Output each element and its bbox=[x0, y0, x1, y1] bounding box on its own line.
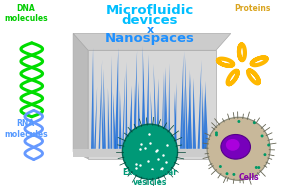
Text: RNA
molecules: RNA molecules bbox=[4, 119, 48, 139]
Polygon shape bbox=[174, 91, 177, 149]
Text: Microfluidic: Microfluidic bbox=[106, 4, 194, 17]
Text: Proteins: Proteins bbox=[234, 4, 271, 13]
Circle shape bbox=[123, 124, 178, 179]
Circle shape bbox=[264, 153, 266, 156]
Circle shape bbox=[215, 133, 218, 136]
Circle shape bbox=[257, 166, 260, 169]
Polygon shape bbox=[141, 68, 144, 149]
Circle shape bbox=[237, 120, 240, 123]
Polygon shape bbox=[101, 84, 104, 149]
Polygon shape bbox=[125, 62, 127, 149]
Circle shape bbox=[207, 117, 270, 180]
FancyBboxPatch shape bbox=[88, 50, 216, 159]
Polygon shape bbox=[108, 88, 110, 149]
Polygon shape bbox=[91, 48, 94, 149]
Ellipse shape bbox=[221, 135, 250, 159]
FancyBboxPatch shape bbox=[73, 149, 231, 157]
Polygon shape bbox=[138, 81, 141, 149]
Polygon shape bbox=[122, 70, 125, 149]
Polygon shape bbox=[146, 54, 149, 149]
Polygon shape bbox=[119, 90, 122, 149]
Circle shape bbox=[253, 121, 256, 124]
Polygon shape bbox=[73, 33, 231, 50]
Text: Cells: Cells bbox=[238, 173, 259, 182]
Polygon shape bbox=[174, 82, 176, 149]
Polygon shape bbox=[165, 74, 168, 149]
Circle shape bbox=[232, 173, 235, 176]
Text: x: x bbox=[146, 25, 153, 35]
Polygon shape bbox=[143, 46, 146, 149]
Circle shape bbox=[267, 144, 270, 146]
Polygon shape bbox=[205, 81, 208, 149]
Polygon shape bbox=[94, 87, 97, 149]
Polygon shape bbox=[182, 85, 185, 149]
Polygon shape bbox=[156, 79, 159, 149]
Polygon shape bbox=[189, 69, 192, 149]
Text: devices: devices bbox=[122, 14, 178, 27]
Polygon shape bbox=[202, 82, 204, 149]
Circle shape bbox=[260, 135, 264, 137]
Text: Extracellular
vesicles: Extracellular vesicles bbox=[123, 168, 178, 187]
Polygon shape bbox=[115, 48, 118, 149]
Polygon shape bbox=[110, 56, 112, 149]
Polygon shape bbox=[168, 63, 170, 149]
Polygon shape bbox=[113, 92, 116, 149]
Polygon shape bbox=[103, 69, 106, 149]
Polygon shape bbox=[164, 67, 167, 149]
Polygon shape bbox=[133, 50, 137, 149]
Text: Nanospaces: Nanospaces bbox=[105, 32, 195, 45]
Circle shape bbox=[226, 172, 228, 175]
Circle shape bbox=[219, 165, 222, 168]
Polygon shape bbox=[198, 60, 201, 149]
Circle shape bbox=[255, 166, 258, 169]
Polygon shape bbox=[193, 78, 196, 149]
Polygon shape bbox=[162, 71, 164, 149]
Polygon shape bbox=[187, 74, 191, 149]
Polygon shape bbox=[134, 85, 136, 149]
Circle shape bbox=[215, 131, 218, 134]
Polygon shape bbox=[99, 60, 102, 149]
Polygon shape bbox=[153, 64, 157, 149]
Ellipse shape bbox=[226, 139, 240, 151]
Polygon shape bbox=[150, 91, 154, 149]
Polygon shape bbox=[203, 93, 205, 149]
Text: DNA
molecules: DNA molecules bbox=[4, 4, 48, 23]
Polygon shape bbox=[73, 33, 88, 159]
Polygon shape bbox=[185, 50, 188, 149]
Polygon shape bbox=[129, 85, 132, 149]
Polygon shape bbox=[180, 55, 183, 149]
